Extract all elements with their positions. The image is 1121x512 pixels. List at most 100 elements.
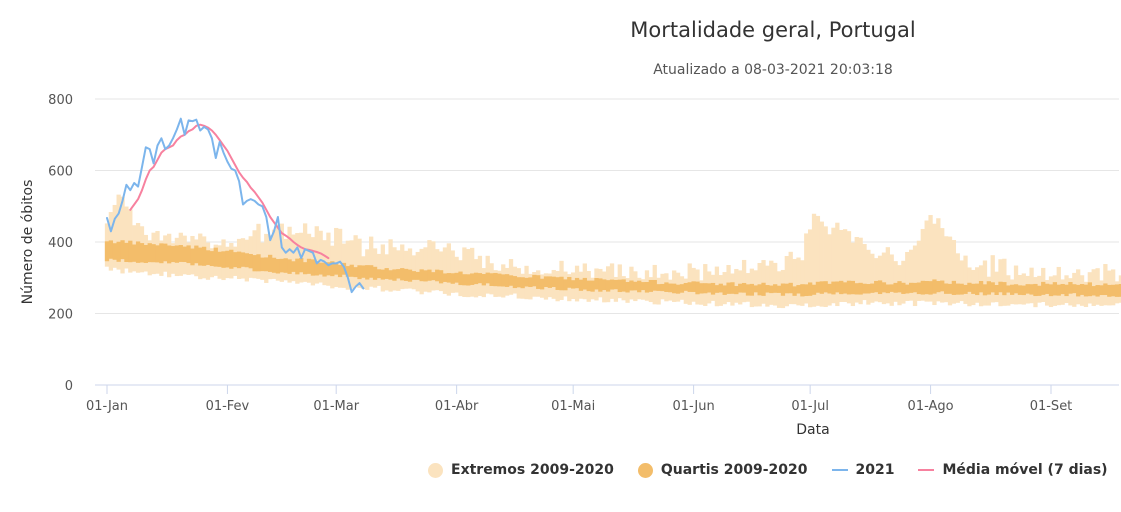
quartiles-bar bbox=[924, 280, 929, 295]
extremes-bar bbox=[295, 233, 300, 284]
quartiles-bar bbox=[695, 281, 700, 295]
quartiles-bar bbox=[310, 259, 316, 276]
quartiles-bar bbox=[757, 284, 762, 296]
quartiles-bar bbox=[345, 266, 350, 277]
quartiles-bar bbox=[1107, 284, 1112, 297]
quartiles-bar bbox=[128, 240, 133, 263]
quartiles-bar bbox=[804, 284, 809, 297]
extremes-bar bbox=[909, 249, 914, 301]
extremes-bar bbox=[936, 218, 941, 302]
quartiles-bar bbox=[815, 281, 821, 293]
quartiles-bar bbox=[1029, 284, 1034, 295]
extremes-bar bbox=[808, 229, 813, 308]
extremes-bar bbox=[951, 240, 957, 304]
quartiles-bar bbox=[268, 254, 273, 272]
quartiles-bar bbox=[578, 279, 584, 291]
quartiles-bar bbox=[163, 243, 168, 262]
quartiles-bar bbox=[590, 280, 595, 292]
quartiles-bar bbox=[501, 274, 506, 287]
extremes-bar bbox=[450, 250, 455, 293]
extremes-bar bbox=[846, 231, 852, 304]
quartiles-bar bbox=[458, 271, 463, 286]
quartiles-bar bbox=[438, 270, 444, 284]
quartiles-bar bbox=[291, 261, 296, 272]
quartiles-bar bbox=[800, 284, 805, 297]
legend-item-2021[interactable]: 2021 bbox=[831, 462, 894, 478]
quartiles-bar bbox=[769, 285, 774, 294]
quartiles-bar bbox=[1017, 285, 1023, 295]
quartiles-bar bbox=[796, 285, 801, 294]
extremes-bar bbox=[741, 259, 747, 303]
quartiles-bar bbox=[380, 269, 385, 280]
extremes-bar bbox=[870, 253, 875, 303]
quartiles-bar bbox=[190, 248, 195, 266]
extremes-bar bbox=[442, 247, 448, 294]
quartiles-bar bbox=[788, 282, 793, 294]
quartiles-bar bbox=[1076, 284, 1081, 297]
quartiles-bar bbox=[271, 257, 277, 273]
quartiles-bar bbox=[586, 280, 591, 292]
quartiles-bar bbox=[943, 283, 949, 294]
quartiles-bar bbox=[236, 251, 242, 269]
legend-symbol-moving-average bbox=[918, 469, 935, 471]
extremes-bar bbox=[427, 240, 432, 293]
quartiles-bar bbox=[1041, 281, 1046, 295]
quartiles-bar bbox=[213, 247, 218, 267]
extremes-bar bbox=[761, 260, 766, 304]
quartiles-bar bbox=[400, 268, 405, 281]
quartiles-bar bbox=[147, 243, 152, 263]
legend-item-moving-average[interactable]: Média móvel (7 dias) bbox=[918, 462, 1108, 478]
y-tick-label-0: 0 bbox=[65, 379, 73, 394]
quartiles-bar bbox=[819, 281, 824, 294]
quartiles-bar bbox=[407, 269, 413, 282]
quartiles-bar bbox=[419, 269, 424, 282]
quartiles-bar bbox=[792, 286, 797, 296]
quartiles-bar bbox=[1013, 284, 1019, 294]
quartiles-bar bbox=[633, 281, 638, 291]
quartiles-bar bbox=[275, 259, 281, 274]
quartiles-bar bbox=[450, 273, 455, 284]
quartiles-bar bbox=[986, 281, 991, 295]
quartiles-bar bbox=[1118, 284, 1121, 297]
quartiles-bar bbox=[532, 274, 537, 287]
quartiles-bar bbox=[776, 285, 782, 293]
quartiles-bar bbox=[571, 280, 576, 289]
quartiles-bar bbox=[330, 261, 335, 277]
extremes-bar bbox=[990, 255, 995, 303]
extremes-bar bbox=[784, 256, 789, 307]
extremes-bar bbox=[815, 215, 821, 306]
quartiles-bar bbox=[811, 284, 817, 295]
extremes-bar bbox=[889, 254, 894, 306]
x-tick-label-01-Jul: 01-Jul bbox=[791, 399, 829, 414]
quartiles-bar bbox=[376, 269, 382, 279]
quartiles-bar bbox=[881, 282, 887, 293]
quartiles-bar bbox=[967, 282, 972, 292]
quartiles-bar bbox=[252, 255, 257, 272]
quartiles-bar bbox=[971, 283, 976, 294]
quartiles-bar bbox=[613, 279, 619, 290]
quartiles-bar bbox=[361, 265, 366, 278]
extremes-bar bbox=[423, 247, 428, 292]
extremes-bar bbox=[415, 251, 420, 292]
legend-item-extremes[interactable]: Extremos 2009-2020 bbox=[428, 462, 614, 478]
quartiles-bar bbox=[124, 242, 129, 263]
quartiles-bar bbox=[842, 282, 848, 294]
quartiles-bar bbox=[897, 281, 902, 293]
quartiles-bar bbox=[547, 276, 553, 288]
quartiles-bar bbox=[1068, 282, 1073, 294]
quartiles-bar bbox=[1087, 282, 1092, 297]
extremes-bar bbox=[302, 223, 308, 282]
x-tick-label-01-Set: 01-Set bbox=[1030, 399, 1073, 414]
quartiles-bar bbox=[726, 282, 731, 294]
quartiles-bar bbox=[470, 273, 475, 285]
extremes-bar bbox=[862, 244, 867, 301]
quartiles-bar bbox=[116, 241, 121, 262]
legend-label-extremes: Extremos 2009-2020 bbox=[451, 462, 614, 478]
quartiles-bar bbox=[784, 283, 789, 294]
quartiles-bar bbox=[543, 276, 549, 287]
legend-item-quartiles[interactable]: Quartis 2009-2020 bbox=[637, 462, 808, 478]
extremes-bar bbox=[839, 229, 844, 302]
quartiles-bar bbox=[1021, 285, 1026, 296]
quartiles-bar bbox=[198, 247, 203, 266]
quartiles-bar bbox=[951, 280, 957, 295]
